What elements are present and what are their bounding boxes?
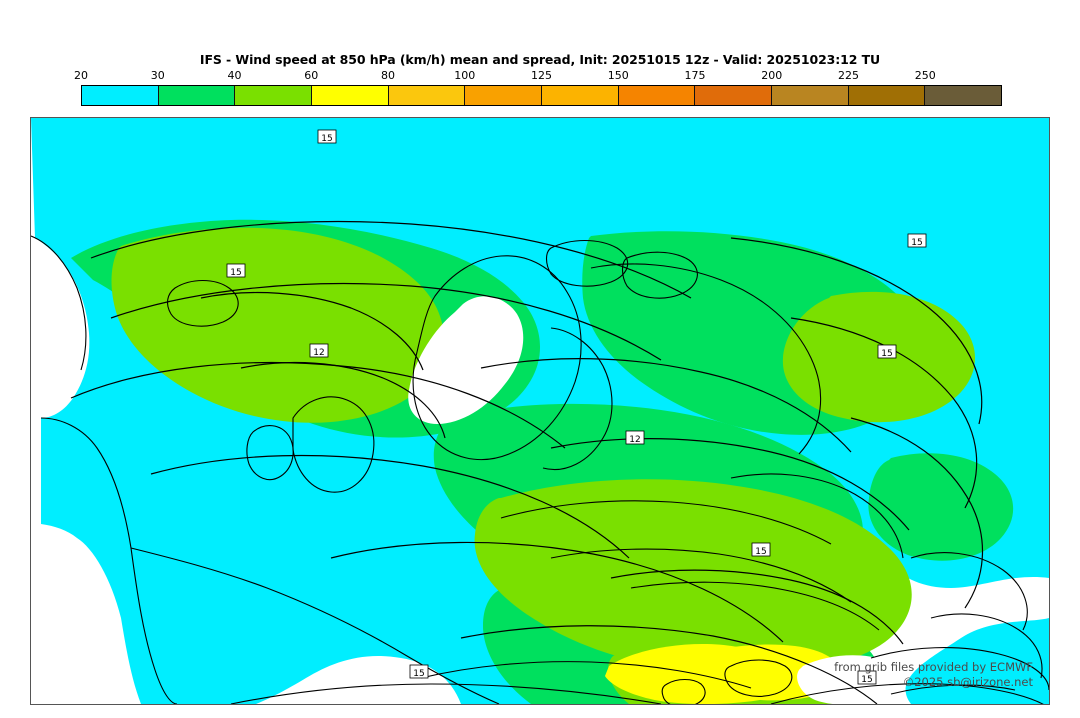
contour-label: 15 [861, 675, 872, 685]
colorbar-tick: 125 [531, 69, 552, 82]
colorbar-tick: 40 [227, 69, 242, 82]
colorbar-gradient [81, 85, 1002, 106]
colorbar-tick: 250 [914, 69, 936, 82]
colorbar-segment [618, 86, 696, 105]
map-canvas[interactable]: 15 15 12 15 [31, 118, 1049, 704]
colorbar-segment [542, 86, 619, 105]
contour-label: 12 [313, 348, 324, 358]
contour-label-group: 15 15 12 15 [226, 129, 927, 685]
contour-label: 12 [629, 435, 640, 445]
colorbar-segment [235, 86, 313, 105]
colorbar-tick-labels: 20 30 40 60 80 100 125 150 175 200 225 250 [74, 69, 1002, 84]
colorbar-segment [388, 86, 466, 105]
contour-label: 15 [755, 547, 766, 557]
colorbar-tick: 175 [684, 69, 706, 82]
colorbar-segment [82, 86, 159, 105]
colorbar-tick: 100 [454, 69, 476, 82]
band-40-60-north [111, 227, 444, 423]
colorbar: 20 30 40 60 80 100 125 150 175 200 225 250 [74, 69, 1002, 106]
colorbar-segment [772, 86, 849, 105]
colorbar-tick: 30 [150, 69, 165, 82]
coastlines [31, 235, 1049, 704]
contour-label: 15 [321, 134, 332, 144]
band-30-40-east [868, 453, 1014, 561]
colorbar-tick: 200 [761, 69, 783, 82]
low-wind-hole-scandes [408, 296, 524, 424]
colorbar-tick: 80 [381, 69, 395, 82]
contour-label: 15 [413, 669, 424, 679]
colorbar-segment [465, 86, 543, 105]
colorbar-tick: 20 [74, 69, 88, 82]
colorbar-segment [695, 86, 773, 105]
contour-label: 15 [881, 349, 892, 359]
low-wind-hole-alps [797, 655, 903, 704]
colorbar-tick: 60 [304, 69, 319, 82]
colorbar-segment [848, 86, 926, 105]
colorbar-segment [312, 86, 389, 105]
colorbar-tick: 225 [838, 69, 859, 82]
contour-label: 15 [230, 268, 241, 278]
colorbar-segment [158, 86, 236, 105]
page-title: IFS - Wind speed at 850 hPa (km/h) mean … [199, 52, 881, 67]
colorbar-tick: 150 [607, 69, 629, 82]
colorbar-segment [925, 86, 1002, 105]
spread-contours [70, 220, 984, 704]
forecast-map[interactable]: 15 15 12 15 [30, 117, 1050, 705]
wind-speed-shading [31, 118, 1049, 704]
contour-label: 15 [911, 238, 922, 248]
